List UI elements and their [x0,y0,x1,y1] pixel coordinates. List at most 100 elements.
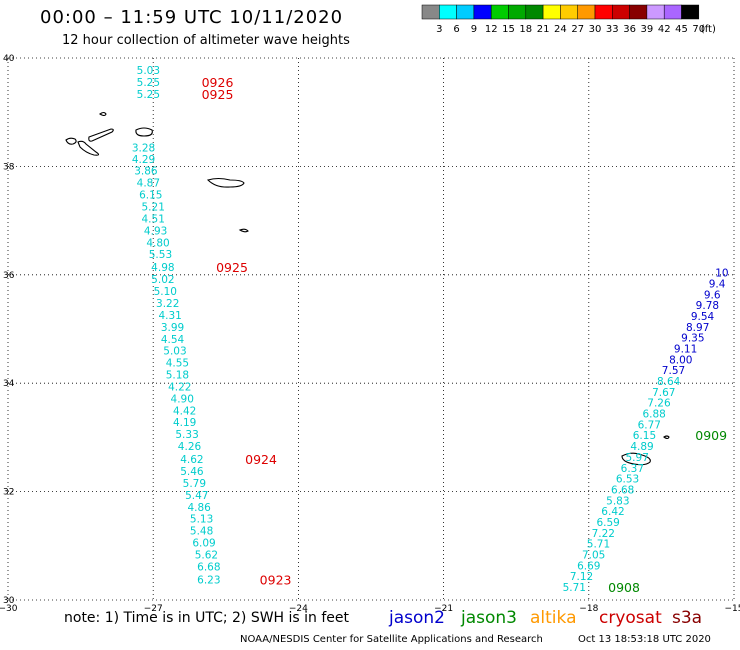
satellite-label-s3a: s3a [672,608,703,628]
color-scale-unit: (ft) [701,24,716,35]
color-scale-label: 33 [606,24,619,35]
swh-value: 4.54 [161,334,185,346]
pass-time-label: 0925 [216,260,248,275]
swh-value: 5.62 [195,549,218,561]
swh-value: 4.29 [132,154,155,166]
map-canvas: −30−27−24−21−18−153032343638405.035.255.… [0,54,740,614]
swh-value: 9.11 [674,344,697,356]
island-coastline [206,177,245,188]
swh-value: 4.42 [173,405,196,417]
swh-value: 6.23 [197,574,220,586]
island-coastline [77,140,100,156]
color-scale-label: 9 [471,24,477,35]
swh-value: 7.22 [592,528,615,540]
swh-value: 4.62 [180,454,203,466]
swh-value: 7.12 [570,571,593,583]
swh-value: 5.02 [151,274,174,286]
satellite-label-altika: altika [530,608,577,628]
color-scale-label: 45 [675,24,688,35]
swh-value: 3.99 [161,322,184,334]
swh-value: 4.89 [630,441,653,453]
color-scale-label: 3 [436,24,442,35]
swh-value: 9.35 [681,333,704,345]
swh-value: 5.53 [149,249,172,261]
swh-value: 5.25 [137,89,160,101]
color-scale-label: 18 [519,24,532,35]
swh-value: 7.26 [647,398,671,410]
swh-value: 4.26 [178,441,202,453]
swh-value: 5.46 [180,466,204,478]
pass-time-label: 0909 [695,428,727,443]
swh-value: 4.87 [137,178,160,190]
swh-value: 5.25 [137,77,160,89]
swh-value: 5.83 [606,495,629,507]
lon-tick-label: −21 [434,604,453,614]
swh-value: 5.97 [626,452,649,464]
swh-value: 5.21 [142,202,165,214]
swh-value: 10 [715,268,728,280]
swh-value: 4.90 [171,393,194,405]
swh-value: 5.33 [175,429,198,441]
lon-tick-label: −18 [579,604,598,614]
satellite-label-jason3: jason3 [461,608,517,628]
swh-value: 4.19 [173,417,196,429]
swh-value: 7.57 [662,365,685,377]
lat-tick-label: 30 [3,596,15,606]
swh-value: 4.31 [158,310,181,322]
swh-value: 3.22 [156,298,179,310]
swh-value: 6.68 [611,484,634,496]
lat-tick-label: 32 [3,488,14,498]
swh-value: 9.78 [696,300,719,312]
pass-time-label: 0908 [608,580,640,595]
map-subtitle: 12 hour collection of altimeter wave hei… [62,33,350,48]
color-scale-label: 39 [641,24,654,35]
swh-value: 4.80 [146,237,169,249]
swh-value: 6.42 [601,506,624,518]
swh-value: 9.4 [709,278,726,290]
lat-tick-label: 40 [3,54,15,64]
swh-value: 6.15 [139,190,162,202]
swh-value: 6.09 [192,538,215,550]
swh-value: 6.69 [577,560,600,572]
swh-value: 9.54 [691,311,715,323]
swh-value: 5.03 [163,346,186,358]
color-scale-label: 30 [589,24,602,35]
swh-value: 4.98 [151,262,174,274]
color-scale-label: 24 [554,24,567,35]
swh-value: 4.93 [144,225,167,237]
swh-value: 3.28 [132,142,155,154]
satellite-label-jason2: jason2 [389,608,445,628]
pass-time-label: 0924 [245,452,277,467]
lat-tick-label: 34 [3,379,15,389]
island-coastline [621,452,651,466]
color-swatch [681,4,700,20]
color-scale-label: 15 [502,24,515,35]
credit-line: NOAA/NESDIS Center for Satellite Applica… [240,634,543,645]
swh-value: 9.6 [704,289,721,301]
map-title: 00:00 – 11:59 UTC 10/11/2020 [40,7,344,28]
swh-value: 8.97 [686,322,709,334]
swh-value: 6.88 [642,409,665,421]
swh-value: 4.22 [168,381,191,393]
lat-tick-label: 36 [3,271,15,281]
pass-time-label: 0926 [202,75,234,90]
swh-value: 6.37 [621,463,644,475]
swh-value: 4.55 [166,358,189,370]
satellite-label-cryosat: cryosat [599,608,662,628]
swh-value: 7.05 [582,549,605,561]
island-coastline [135,127,153,137]
swh-value: 6.59 [596,517,619,529]
swh-value: 5.03 [137,65,160,77]
island-coastline [663,435,670,440]
swh-value: 6.77 [638,419,661,431]
swh-value: 3.86 [134,166,158,178]
generated-timestamp: Oct 13 18:53:18 UTC 2020 [578,634,711,645]
swh-value: 5.79 [183,478,206,490]
lon-tick-label: −15 [725,604,740,614]
swh-value: 6.68 [197,561,220,573]
island-coastline [88,128,114,142]
color-scale-legend: 3 6 9 12 15 18 21 24 27 30 33 36 39 42 45 70(ft) [421,4,716,35]
swh-value: 5.18 [166,370,189,382]
swh-value: 8.64 [657,376,681,388]
